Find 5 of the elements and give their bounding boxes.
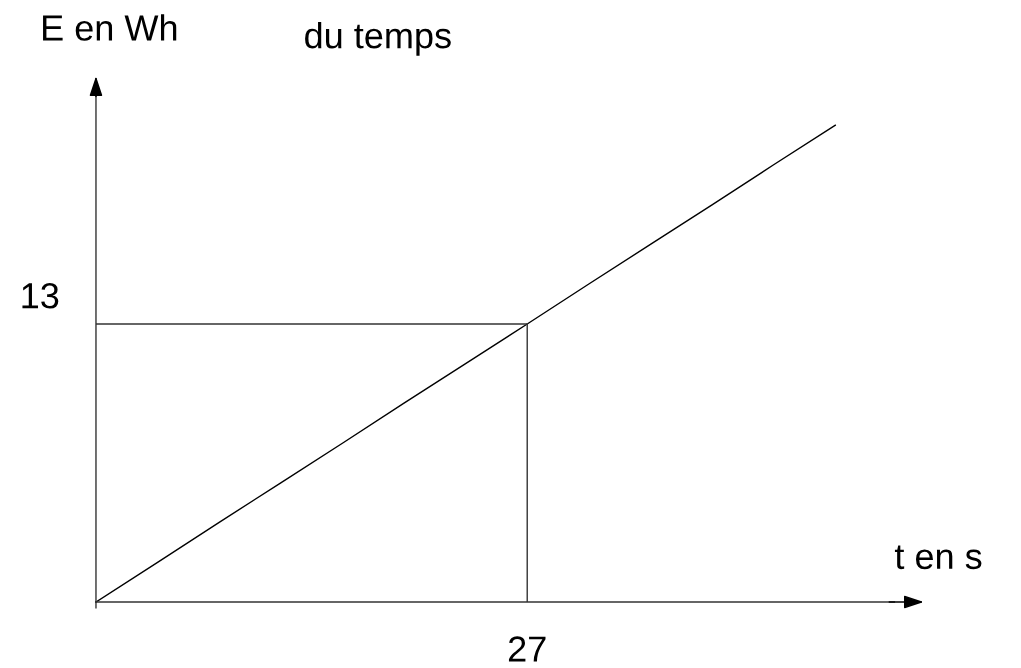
text: 13 [22,282,59,309]
text: 27 [508,636,546,662]
y-axis-title: E en Wh [43,14,177,41]
chart-title: du temps [305,21,451,56]
x-axis-title: t en s [894,545,982,570]
